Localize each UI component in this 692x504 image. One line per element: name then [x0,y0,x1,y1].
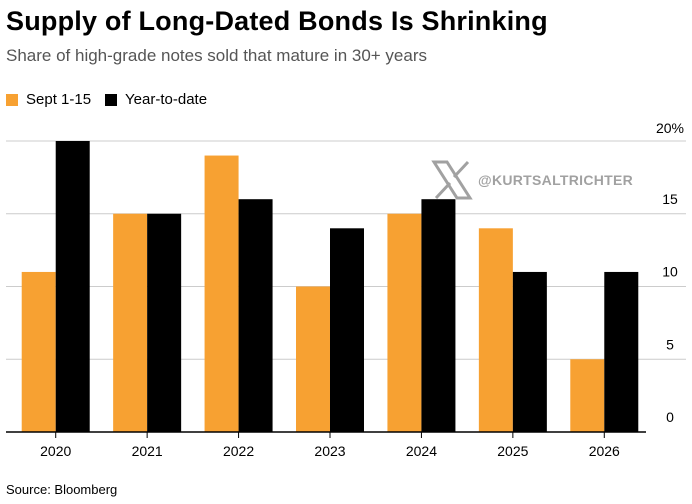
legend-label-sept: Sept 1-15 [26,91,92,108]
watermark: @KURTSALTRICHTER [430,158,633,202]
bar-ytd [238,199,273,432]
y-tick-label: 0 [666,409,674,425]
source-note: Source: Bloomberg [6,482,118,497]
bar-ytd [55,141,90,432]
bar-ytd [604,271,639,432]
chart-title: Supply of Long-Dated Bonds Is Shrinking [6,6,548,36]
x-tick-label: 2024 [406,443,437,459]
y-tick-label: 5 [666,336,674,352]
x-tick-label: 2021 [132,443,163,459]
legend: Sept 1-15 Year-to-date [6,91,221,108]
x-tick-label: 2025 [497,443,528,459]
legend-item-ytd: Year-to-date [105,91,207,108]
legend-swatch-sept [6,93,18,106]
legend-label-ytd: Year-to-date [125,91,208,108]
legend-item-sept: Sept 1-15 [6,91,91,108]
y-tick-label: 10 [662,264,678,280]
legend-swatch-ytd [105,93,118,106]
bar-ytd [147,213,182,432]
x-tick-label: 2022 [223,443,254,459]
bar-sept [21,271,56,432]
x-tick-label: 2026 [589,443,620,459]
x-tick-label: 2020 [40,443,71,459]
y-tick-label: 15 [662,191,678,207]
y-tick-label: 20% [656,120,684,136]
bar-sept [478,228,513,432]
bar-sept [296,286,330,432]
bar-sept [113,213,148,432]
bar-sept [204,155,239,433]
bar-ytd [330,228,364,432]
bar-sept [387,213,422,432]
watermark-handle: @KURTSALTRICHTER [478,172,634,188]
x-tick-label: 2023 [314,443,345,459]
bar-ytd [421,199,456,432]
bar-ytd [512,271,547,432]
bar-sept [570,359,605,432]
chart-subtitle: Share of high-grade notes sold that matu… [6,46,428,65]
x-logo-icon [431,160,473,200]
